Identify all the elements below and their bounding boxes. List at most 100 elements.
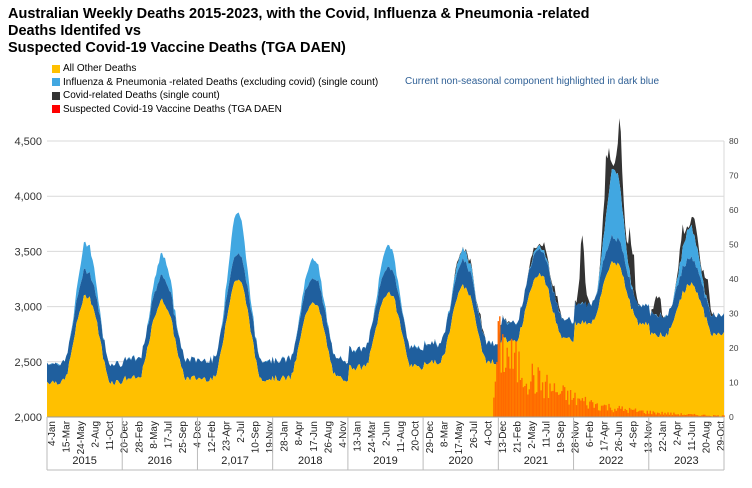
vaccine-death-bar [602, 405, 604, 417]
x-week-tick-label: 2-Jun [382, 421, 393, 446]
x-week-tick-label: 19-Sep [556, 421, 567, 454]
vaccine-death-bar [611, 410, 613, 417]
non-seasonal-note: Current non-seasonal component highlight… [405, 76, 660, 87]
x-week-tick-label: 17-Jun [309, 421, 320, 452]
vaccine-death-bar [502, 334, 504, 417]
vaccine-death-bar [642, 410, 644, 417]
vaccine-death-bar [649, 410, 651, 417]
vaccine-death-bar [589, 401, 591, 417]
legend-label-covid: Covid-related Deaths (single count) [63, 90, 220, 101]
x-week-tick-label: 24-Mar [367, 420, 378, 452]
legend-swatch-other [52, 64, 60, 73]
legend-swatch-vaccine [52, 105, 60, 114]
vaccine-death-bar [578, 398, 581, 417]
x-week-tick-label: 28-Nov [571, 421, 582, 453]
y-right-tick-label: 60 [729, 205, 739, 215]
vaccine-death-bar [651, 414, 653, 417]
vaccine-death-bar [614, 408, 616, 417]
vaccine-death-bar [721, 415, 724, 417]
y-left-tick-label: 4,500 [14, 136, 42, 148]
vaccine-death-bar [603, 404, 606, 417]
x-week-tick-label: 6-Feb [585, 421, 596, 448]
vaccine-death-bar [682, 415, 684, 417]
vaccine-death-bar [541, 382, 544, 417]
x-week-tick-label: 17-Apr [600, 420, 611, 451]
vaccine-death-bar [533, 375, 535, 417]
vaccine-death-bar [525, 383, 528, 417]
vaccine-death-bar [606, 410, 609, 417]
x-year-label: 2,017 [221, 455, 249, 467]
vaccine-death-bar [708, 415, 710, 417]
x-week-tick-label: 29-Oct [716, 421, 727, 451]
vaccine-death-bar [512, 368, 514, 417]
vaccine-death-bar [631, 409, 634, 417]
vaccine-death-bar [553, 383, 556, 417]
vaccine-death-bar [637, 411, 640, 417]
vaccine-death-bar [534, 393, 536, 417]
x-week-tick-label: 13-Dec [498, 421, 509, 453]
vaccine-death-bar [559, 393, 561, 417]
x-week-tick-label: 17-May [454, 421, 465, 454]
y-right-tick-label: 20 [729, 343, 739, 353]
x-week-tick-label: 15-Mar [62, 420, 73, 452]
x-week-tick-label: 20-Dec [120, 421, 131, 453]
vaccine-death-bar [701, 415, 703, 417]
y-left-tick-label: 2,500 [14, 357, 42, 369]
y-left-tick-label: 2,000 [14, 412, 42, 424]
x-week-tick-label: 2-May [527, 421, 538, 449]
vaccine-death-bar [687, 414, 690, 417]
chart-title: Australian Weekly Deaths 2015-2023, with… [8, 6, 608, 57]
series-flu-area [47, 168, 724, 368]
vaccine-death-bar [493, 397, 495, 417]
vaccine-death-bar [696, 415, 699, 417]
vaccine-death-bar [676, 414, 678, 417]
x-week-tick-label: 17-Jul [163, 421, 174, 448]
vaccine-death-bar [546, 374, 548, 417]
vaccine-death-bar [617, 408, 619, 417]
vaccine-death-bar [595, 404, 597, 417]
x-week-tick-label: 11-Aug [396, 421, 407, 453]
vaccine-death-bar [521, 377, 523, 417]
x-week-tick-label: 11-Oct [105, 421, 116, 450]
legend-label-other: All Other Deaths [63, 63, 137, 74]
vaccine-death-bar [574, 392, 576, 417]
vaccine-death-bar [658, 413, 660, 417]
vaccine-death-bar [715, 415, 718, 417]
vaccine-death-bar [665, 414, 668, 417]
vaccine-death-bar [692, 414, 694, 417]
vaccine-death-bar [599, 410, 601, 417]
x-week-tick-label: 4-Sep [629, 421, 640, 448]
vaccine-death-bar [699, 415, 702, 417]
vaccine-death-bar [646, 410, 648, 417]
vaccine-death-bar [683, 414, 685, 417]
legend: All Other Deaths Influenza & Pneumonia -… [52, 62, 378, 116]
vaccine-death-bar [677, 414, 679, 417]
vaccine-death-bar [567, 390, 569, 417]
x-week-tick-label: 12-Feb [207, 421, 218, 453]
x-week-tick-label: 4-Nov [338, 421, 349, 448]
legend-swatch-flu [52, 78, 60, 87]
x-week-tick-label: 19-Nov [265, 421, 276, 453]
vaccine-death-bar [575, 405, 578, 417]
title-line-1: Australian Weekly Deaths 2015-2023, with… [8, 6, 590, 22]
vaccine-death-bar [685, 415, 687, 417]
x-year-label: 2015 [72, 455, 96, 467]
vaccine-death-bar [494, 381, 497, 417]
vaccine-death-bar [561, 391, 563, 417]
y-right-tick-label: 50 [729, 240, 739, 250]
vaccine-death-bar [497, 321, 499, 417]
x-week-tick-label: 24-May [76, 421, 87, 454]
x-week-tick-label: 10-Sep [251, 421, 262, 454]
vaccine-death-bar [547, 398, 550, 417]
vaccine-death-bar [571, 399, 573, 417]
vaccine-death-bar [555, 392, 557, 417]
vaccine-death-bar [550, 391, 553, 417]
vaccine-death-bar [527, 394, 529, 417]
vaccine-death-bar [581, 398, 584, 417]
x-week-tick-label: 28-Feb [134, 421, 145, 453]
x-week-tick-label: 21-Feb [512, 421, 523, 453]
series-other-area [47, 261, 724, 417]
vaccine-death-bar [636, 412, 638, 417]
vaccine-death-bar [639, 410, 641, 417]
vaccine-death-bar [508, 356, 510, 417]
